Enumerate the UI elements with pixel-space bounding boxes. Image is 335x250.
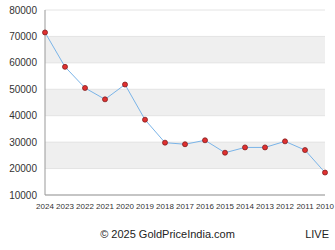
svg-text:2012: 2012	[276, 202, 294, 211]
html-text:LIVE: LIVE	[305, 228, 329, 240]
svg-text:2011: 2011	[296, 202, 314, 211]
svg-text:2023: 2023	[56, 202, 74, 211]
svg-text:2022: 2022	[76, 202, 94, 211]
svg-text:10000: 10000	[9, 190, 37, 201]
html-text:© 2025 GoldPriceIndia.com: © 2025 GoldPriceIndia.com	[100, 228, 235, 240]
svg-text:2020: 2020	[116, 202, 134, 211]
svg-text:70000: 70000	[9, 31, 37, 42]
svg-text:2018: 2018	[156, 202, 174, 211]
svg-text:80000: 80000	[9, 5, 37, 16]
svg-text:2017: 2017	[176, 202, 194, 211]
svg-text:2010: 2010	[316, 202, 327, 211]
svg-text:60000: 60000	[9, 57, 37, 68]
svg-text:2019: 2019	[136, 202, 154, 211]
svg-text:30000: 30000	[9, 137, 37, 148]
svg-text:2013: 2013	[256, 202, 274, 211]
svg-text:2015: 2015	[216, 202, 234, 211]
svg-text:40000: 40000	[9, 110, 37, 121]
svg-text:20000: 20000	[9, 163, 37, 174]
svg-text:2016: 2016	[196, 202, 214, 211]
svg-text:50000: 50000	[9, 84, 37, 95]
svg-text:2014: 2014	[236, 202, 254, 211]
svg-text:2021: 2021	[96, 202, 114, 211]
svg-text:2024: 2024	[36, 202, 54, 211]
